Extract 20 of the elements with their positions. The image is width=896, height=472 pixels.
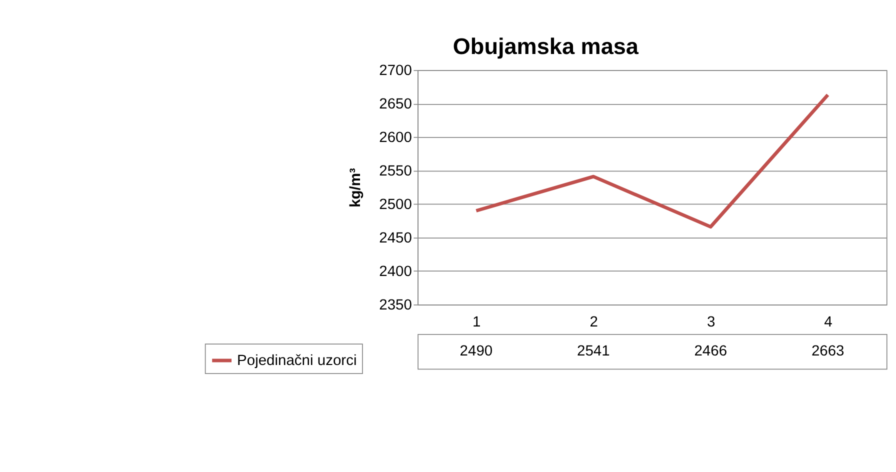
y-tick-label: 2700 (379, 62, 412, 79)
y-tick-label: 2550 (379, 163, 412, 180)
y-tick-label: 2500 (379, 196, 412, 213)
x-tick-label: 2 (590, 314, 598, 331)
y-axis-title: kg/m³ (348, 168, 364, 208)
y-tick-label: 2450 (379, 230, 412, 246)
data-label: 2541 (577, 344, 610, 360)
chart-title: Obujamska masa (452, 34, 639, 60)
y-tick-label: 2400 (379, 264, 412, 280)
data-label: 2466 (694, 344, 728, 360)
data-label: 2663 (811, 344, 844, 360)
y-tick-label: 2600 (379, 130, 412, 146)
line-series (474, 93, 830, 229)
y-tick-label: 2650 (379, 96, 412, 112)
x-tick-label: 4 (824, 314, 832, 331)
legend-label: Pojedinačni uzorci (237, 352, 357, 369)
y-tick-label: 2350 (379, 297, 412, 314)
x-tick-label: 3 (706, 314, 716, 331)
x-tick-label: 1 (472, 314, 481, 331)
data-label: 2490 (460, 344, 493, 360)
